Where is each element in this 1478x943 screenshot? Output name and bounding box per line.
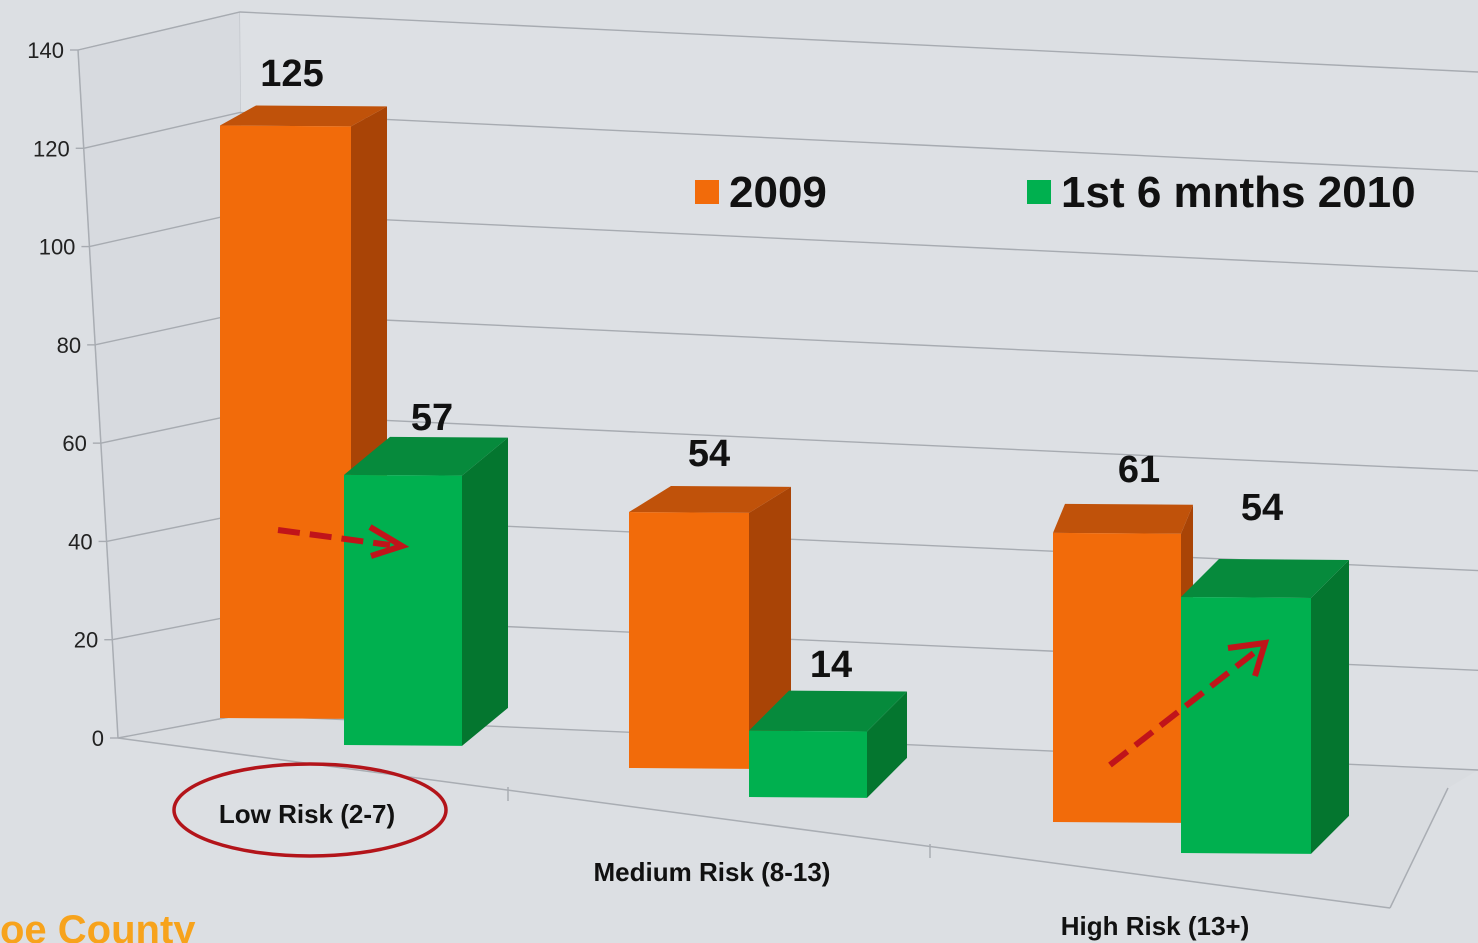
x-axis-line <box>117 737 1391 909</box>
legend-swatch-2009 <box>695 180 719 204</box>
category-labels: Low Risk (2-7) Medium Risk (8-13) High Ris… <box>172 762 1250 941</box>
y-tick-label-0: 0 <box>92 726 104 751</box>
bar-front <box>749 730 867 798</box>
bar-front <box>1053 532 1181 823</box>
bar-2009-1 <box>629 486 791 769</box>
bar-side <box>462 437 508 746</box>
y-axis-line <box>77 49 119 739</box>
y-tick-label-60: 60 <box>62 431 86 456</box>
category-label-2: High Risk (13+) <box>1061 911 1250 941</box>
value-label-1-2: 54 <box>1241 487 1283 529</box>
bar-front <box>220 125 351 719</box>
category-label-1: Medium Risk (8-13) <box>594 857 831 887</box>
floor-right-edge <box>1389 787 1449 909</box>
value-label-0-2: 61 <box>1118 449 1160 491</box>
gridline-120 <box>83 111 1478 173</box>
bar-side <box>749 486 791 769</box>
bar-2009-2 <box>1053 503 1193 823</box>
bar-front <box>344 474 462 746</box>
legend: 2009 1st 6 mnths 2010 <box>695 168 1416 217</box>
bar-front <box>629 512 749 769</box>
bar-1st-6-mnths-2010-0 <box>344 436 508 746</box>
value-labels: 125 57 54 14 61 54 <box>260 53 1283 686</box>
value-label-1-0: 57 <box>411 397 453 439</box>
side-wall <box>77 11 246 739</box>
low-risk-ellipse <box>172 762 448 858</box>
category-label-0: Low Risk (2-7) <box>219 799 395 829</box>
y-axis-ticks: 0 20 40 60 80 100 120 140 <box>27 38 104 751</box>
bar-top <box>344 436 508 476</box>
bar-1st-6-mnths-2010-1 <box>749 690 907 798</box>
y-tick-label-80: 80 <box>57 333 81 358</box>
y-tick-label-140: 140 <box>27 38 64 63</box>
value-label-1-1: 14 <box>810 644 852 686</box>
legend-swatch-2010 <box>1027 180 1051 204</box>
footer-text: oe County <box>0 908 196 943</box>
value-label-0-1: 54 <box>688 433 730 475</box>
arrow-right-line <box>277 527 391 548</box>
bar-front <box>1181 597 1311 854</box>
bar-top <box>629 486 791 513</box>
y-tick-label-100: 100 <box>39 235 76 260</box>
bar-top <box>220 105 387 127</box>
value-label-0-0: 125 <box>260 53 323 95</box>
bar-side <box>1311 559 1349 854</box>
gridline-140 <box>77 11 1478 73</box>
legend-label-2010: 1st 6 mnths 2010 <box>1061 168 1416 217</box>
bar-top <box>1181 559 1349 598</box>
bar-1st-6-mnths-2010-2 <box>1181 559 1349 854</box>
legend-label-2009: 2009 <box>729 168 827 217</box>
y-tick-label-40: 40 <box>68 529 92 554</box>
bar-top <box>749 690 907 732</box>
arrow-right-head <box>368 524 410 559</box>
y-tick-label-20: 20 <box>74 628 98 653</box>
bars <box>220 105 1349 854</box>
annotation-arrows <box>277 524 1270 768</box>
bar-top <box>1053 503 1193 534</box>
bar-side <box>867 691 907 798</box>
y-tick-label-120: 120 <box>33 136 70 161</box>
arrow-upright-head <box>1227 639 1270 677</box>
